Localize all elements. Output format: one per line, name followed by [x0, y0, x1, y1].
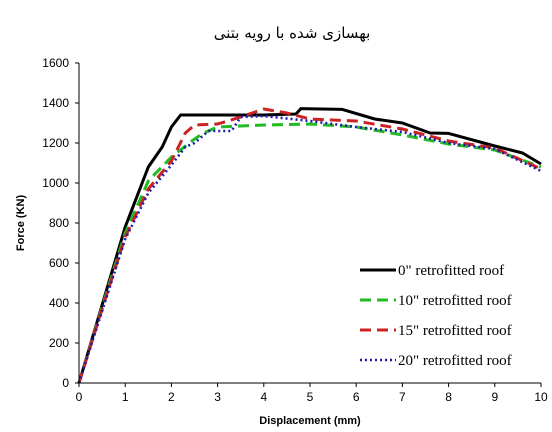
y-tick-label: 400	[49, 296, 69, 310]
x-tick-label: 10	[534, 390, 548, 404]
x-tick-label: 1	[122, 390, 129, 404]
legend-label: 10" retrofitted roof	[398, 293, 512, 309]
y-ticks: 0 200 400 600 800 1000 1200 1400 1600	[42, 56, 79, 390]
plot-area	[77, 107, 542, 384]
x-axis-title: Displacement (mm)	[259, 415, 361, 427]
legend: 0" retrofitted roof 10" retrofitted roof 1…	[360, 263, 512, 369]
x-tick-label: 9	[491, 390, 498, 404]
y-tick-label: 1000	[42, 176, 69, 190]
x-ticks: 0 1 2 3 4 5 6 7 8 9 10	[76, 383, 548, 404]
x-tick-label: 4	[260, 390, 267, 404]
legend-label: 20" retrofitted roof	[398, 353, 512, 369]
series-line	[77, 122, 542, 384]
x-tick-label: 0	[76, 390, 83, 404]
series-line	[77, 107, 542, 384]
legend-label: 15" retrofitted roof	[398, 323, 512, 339]
x-tick-label: 3	[214, 390, 221, 404]
y-tick-label: 1400	[42, 96, 69, 110]
legend-label: 0" retrofitted roof	[398, 263, 504, 279]
x-tick-label: 7	[399, 390, 406, 404]
y-axis-title: Force (KN)	[15, 195, 27, 252]
y-tick-label: 0	[62, 376, 69, 390]
series-line	[77, 114, 542, 384]
y-tick-label: 600	[49, 256, 69, 270]
y-tick-label: 800	[49, 216, 69, 230]
y-tick-label: 200	[49, 336, 69, 350]
x-tick-label: 2	[168, 390, 175, 404]
x-tick-label: 8	[445, 390, 452, 404]
x-tick-label: 6	[353, 390, 360, 404]
chart-title: بهسازی شده با رویه بتنی	[214, 24, 371, 42]
x-tick-label: 5	[307, 390, 314, 404]
y-tick-label: 1600	[42, 56, 69, 70]
y-tick-label: 1200	[42, 136, 69, 150]
series-line	[77, 107, 542, 384]
